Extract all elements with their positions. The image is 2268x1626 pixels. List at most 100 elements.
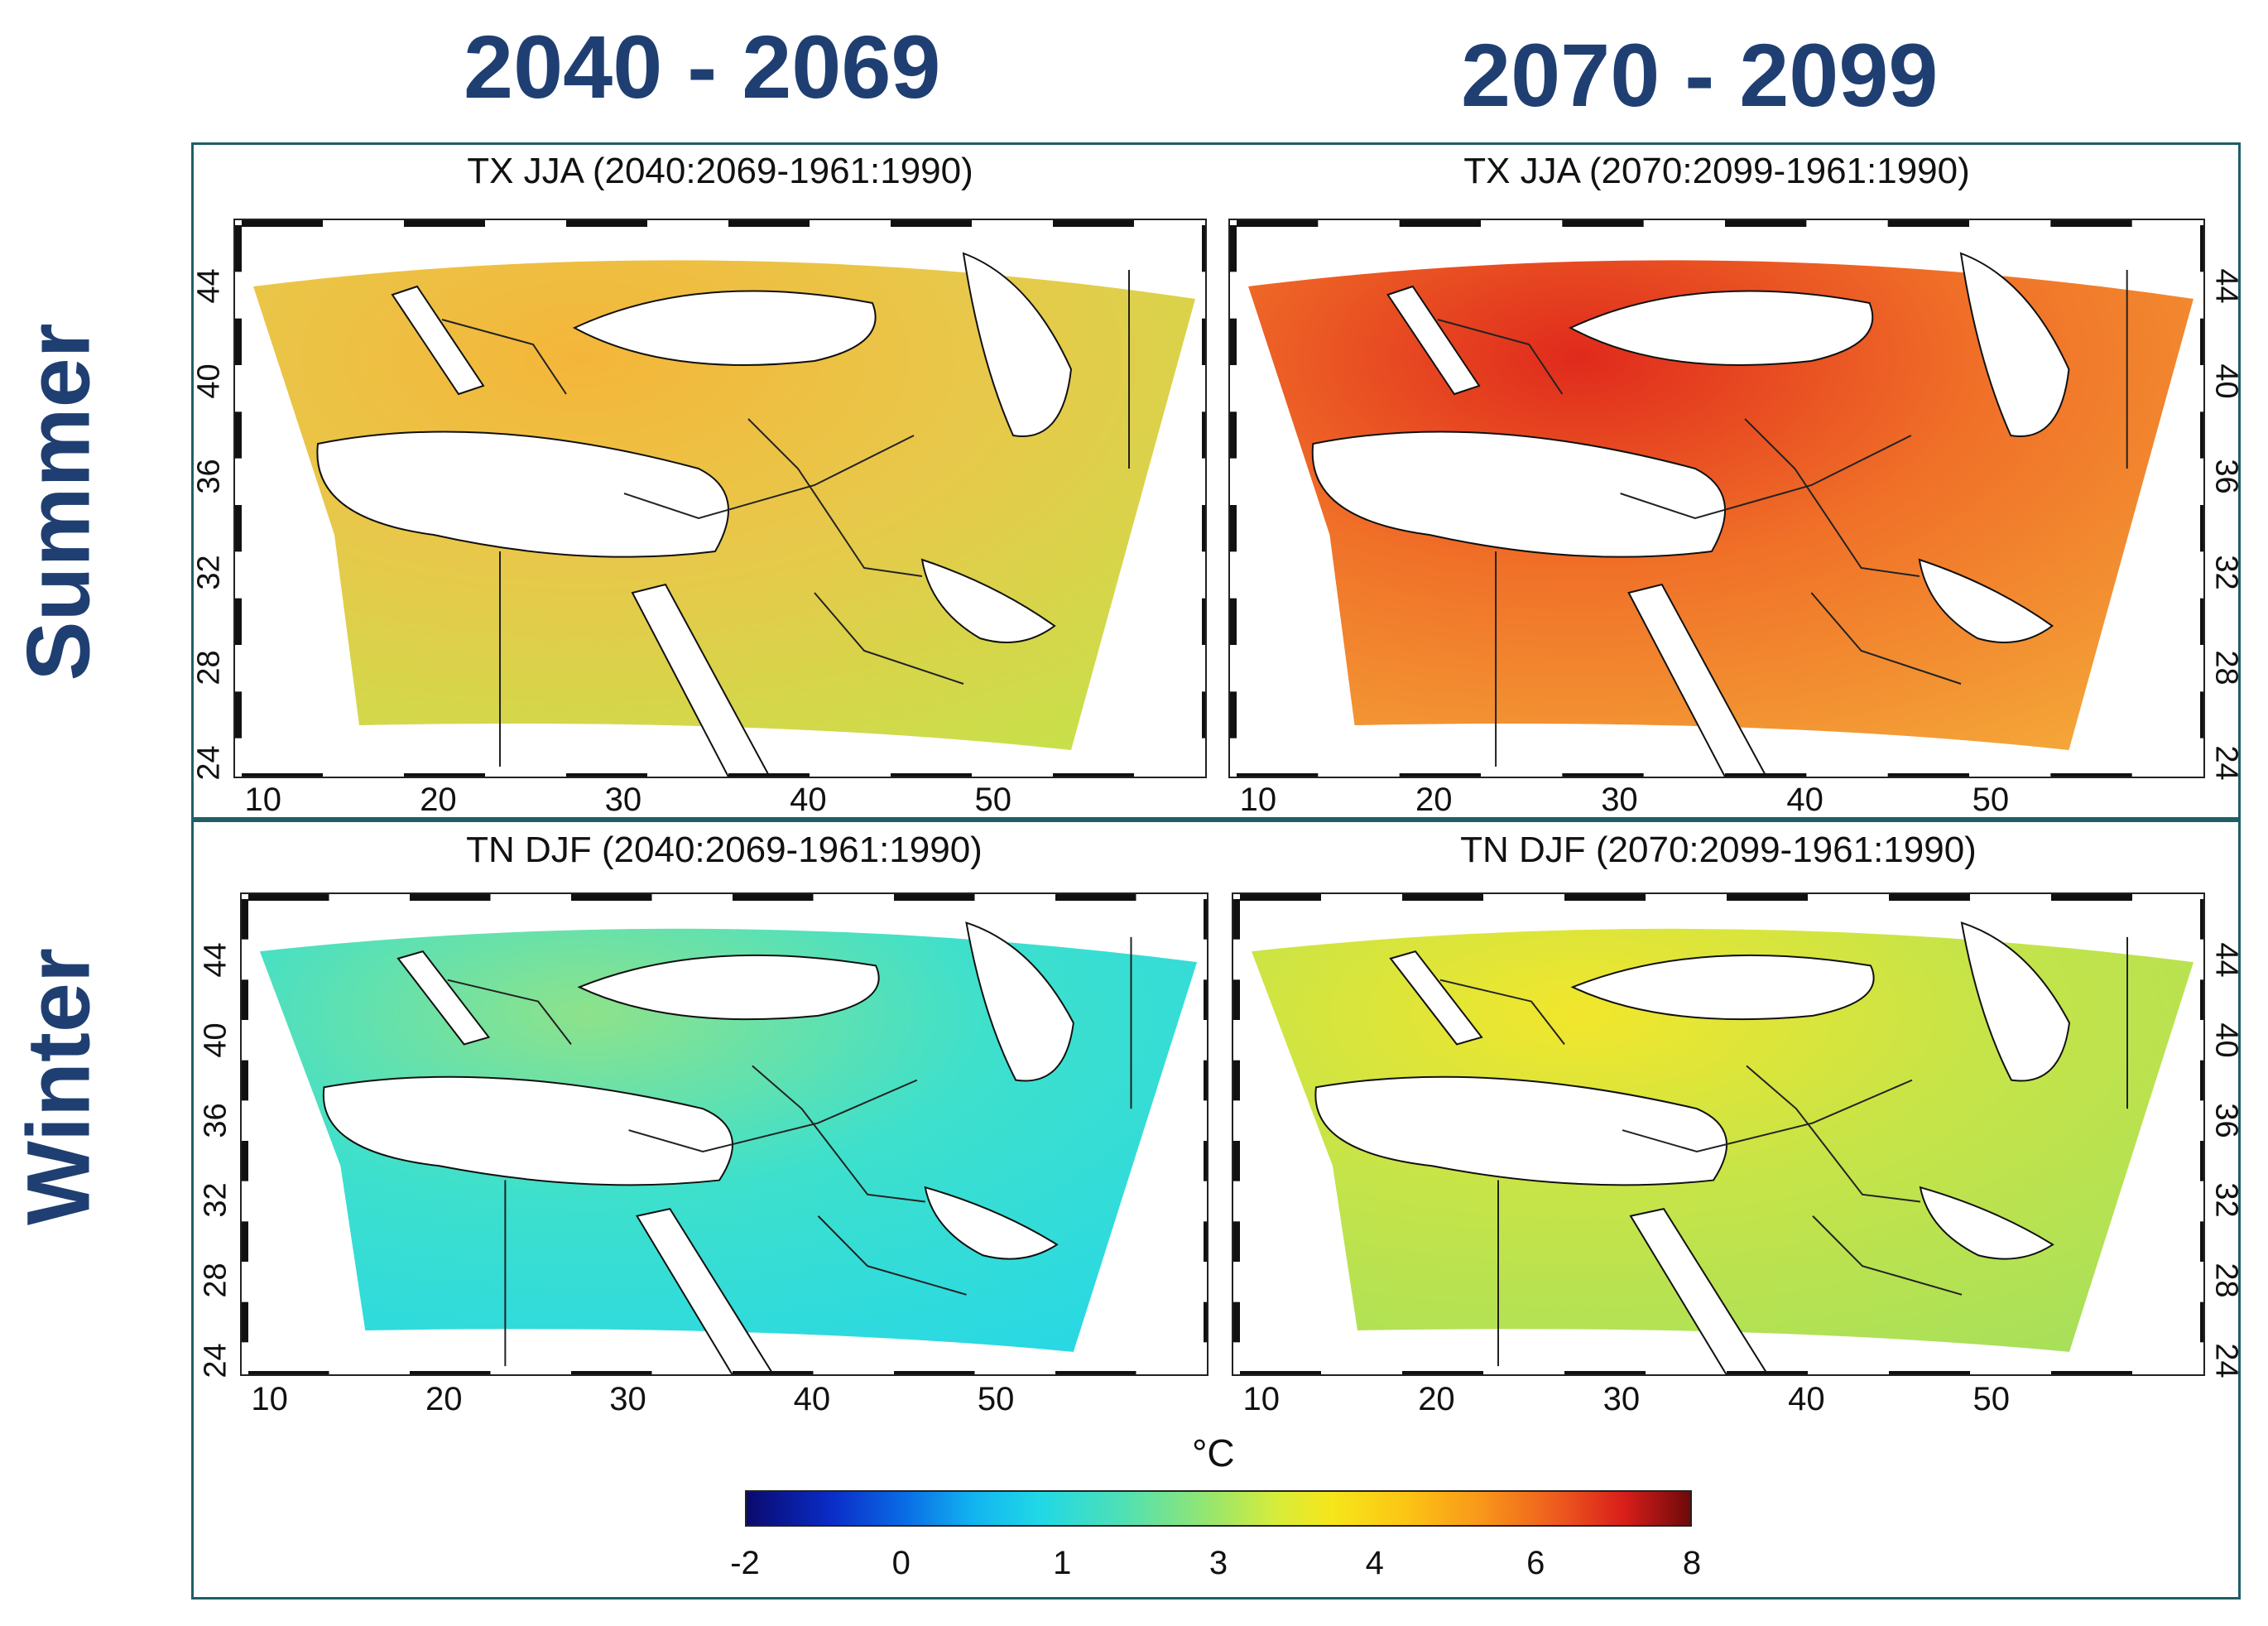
frame-tick xyxy=(1399,220,1481,227)
lon-tick-label: 50 xyxy=(977,1381,1015,1417)
frame-tick xyxy=(1053,220,1134,227)
country-border xyxy=(1744,418,1920,577)
lat-tick-label: 44 xyxy=(2208,942,2244,978)
frame-tick xyxy=(248,894,329,901)
lat-tick-label: 32 xyxy=(2208,1182,2244,1219)
frame-tick xyxy=(2200,505,2203,552)
frame-tick xyxy=(1230,505,1237,552)
lat-tick-label: 28 xyxy=(2208,650,2244,686)
column-title-2040-2069: 2040 - 2069 xyxy=(464,17,941,117)
frame-tick xyxy=(1562,773,1644,777)
frame-tick xyxy=(1399,773,1481,777)
lon-tick-label: 50 xyxy=(974,782,1012,818)
country-border xyxy=(441,319,567,395)
lon-tick-label: 20 xyxy=(425,1381,463,1417)
lat-tick-label: 24 xyxy=(2208,745,2244,781)
frame-tick xyxy=(1233,1141,1240,1181)
country-border xyxy=(1622,1079,1913,1153)
lat-tick-label: 32 xyxy=(191,554,227,590)
frame-tick xyxy=(733,894,814,901)
frame-tick xyxy=(1237,773,1319,777)
frame-tick xyxy=(248,1371,329,1374)
frame-tick xyxy=(891,773,972,777)
persian-gulf xyxy=(924,1186,1059,1260)
frame-tick xyxy=(235,411,242,459)
frame-tick xyxy=(1230,411,1237,459)
frame-tick xyxy=(242,1141,248,1181)
frame-tick xyxy=(1230,691,1237,738)
frame-tick xyxy=(2200,598,2203,645)
frame-tick xyxy=(1202,691,1205,738)
caspian-sea xyxy=(1959,252,2070,437)
frame-tick xyxy=(235,318,242,365)
frame-tick xyxy=(891,220,972,227)
lon-tick-label: 50 xyxy=(1972,782,2010,818)
frame-tick xyxy=(2200,1060,2203,1101)
frame-tick xyxy=(1055,894,1136,901)
frame-tick xyxy=(1233,1301,1240,1343)
frame-tick xyxy=(2050,220,2132,227)
frame-tick xyxy=(404,220,485,227)
frame-tick xyxy=(1237,220,1319,227)
lon-tick-label: 30 xyxy=(604,782,642,818)
frame-tick xyxy=(1053,773,1134,777)
lat-tick-label: 40 xyxy=(191,363,227,399)
mediterranean-sea xyxy=(1311,431,1726,558)
lon-tick-label: 10 xyxy=(251,1381,288,1417)
frame-tick xyxy=(2200,691,2203,738)
country-border xyxy=(1437,319,1564,395)
frame-tick xyxy=(242,979,248,1020)
frame-tick xyxy=(1887,773,1969,777)
lat-tick-label: 40 xyxy=(198,1022,233,1058)
map-graphic-summer-2040-2069 xyxy=(235,220,1205,777)
colorbar-tick-label: 8 xyxy=(1682,1545,1702,1581)
colorbar-tick-label: 0 xyxy=(891,1545,911,1581)
colorbar-tick-label: 4 xyxy=(1365,1545,1384,1581)
lat-tick-label: 28 xyxy=(191,650,227,686)
frame-tick xyxy=(1202,505,1205,552)
persian-gulf xyxy=(1918,558,2054,643)
colorbar-unit: °C xyxy=(1192,1431,1235,1474)
row-title-winter: Winter xyxy=(7,947,108,1226)
winter-frame xyxy=(191,820,2241,1600)
lat-tick-label: 44 xyxy=(2208,268,2244,304)
frame-tick xyxy=(1230,318,1237,365)
frame-tick xyxy=(1204,979,1207,1020)
frame-tick xyxy=(1725,220,1807,227)
frame-tick xyxy=(1564,894,1646,901)
frame-tick xyxy=(2051,1371,2132,1374)
frame-tick xyxy=(2200,899,2203,940)
red-sea xyxy=(635,1207,775,1374)
frame-tick xyxy=(1204,1301,1207,1343)
lon-tick-label: 20 xyxy=(1415,782,1453,818)
frame-tick xyxy=(1233,979,1240,1020)
frame-tick xyxy=(1202,225,1205,272)
panel-title-summer-2040-2069: TX JJA (2040:2069-1961:1990) xyxy=(467,151,973,191)
frame-tick xyxy=(2200,1221,2203,1262)
frame-tick xyxy=(1204,1141,1207,1181)
frame-tick xyxy=(2200,1301,2203,1343)
frame-tick xyxy=(1202,411,1205,459)
map-graphic-winter-2070-2099 xyxy=(1233,894,2203,1374)
frame-tick xyxy=(235,691,242,738)
frame-tick xyxy=(1204,1060,1207,1101)
frame-tick xyxy=(1889,1371,1970,1374)
frame-tick xyxy=(2200,411,2203,459)
frame-tick xyxy=(2200,1141,2203,1181)
frame-tick xyxy=(1402,1371,1483,1374)
country-border xyxy=(1810,592,1962,685)
map-summer-2070-2099 xyxy=(1228,219,2205,778)
lat-tick-label: 32 xyxy=(198,1182,233,1219)
frame-tick xyxy=(1564,1371,1646,1374)
map-graphic-winter-2040-2069 xyxy=(242,894,1207,1374)
country-border xyxy=(1746,1065,1921,1203)
lat-tick-label: 36 xyxy=(191,459,227,495)
black-sea xyxy=(577,954,880,1021)
lon-tick-label: 40 xyxy=(793,1381,831,1417)
country-border xyxy=(1439,979,1565,1046)
frame-tick xyxy=(1402,894,1483,901)
frame-tick xyxy=(242,773,323,777)
colorbar-tick-label: 3 xyxy=(1208,1545,1228,1581)
country-border xyxy=(752,1065,925,1203)
frame-tick xyxy=(2050,773,2132,777)
